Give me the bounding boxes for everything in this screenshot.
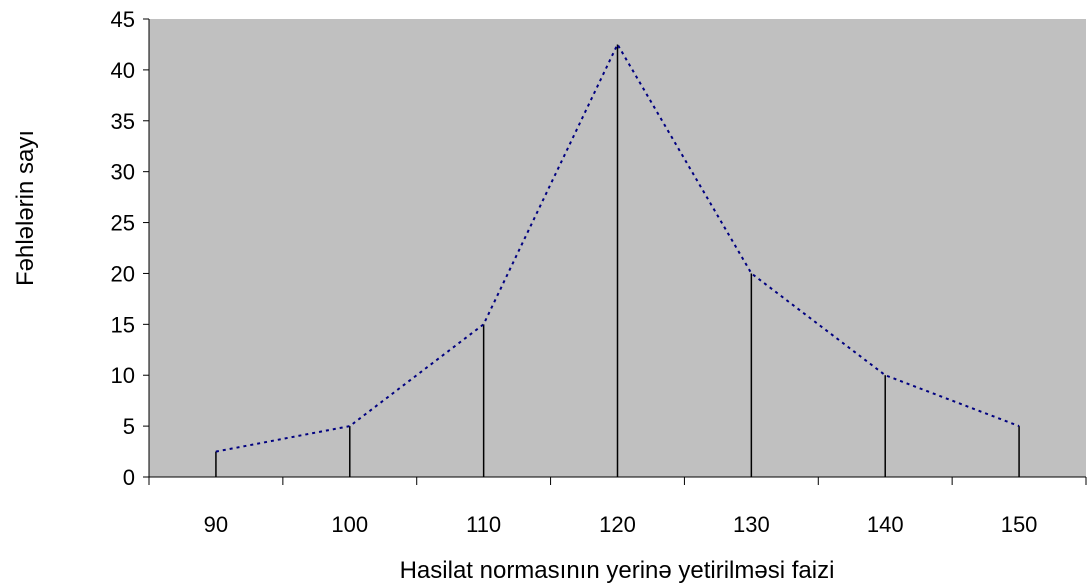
y-tick-label: 10 bbox=[111, 363, 135, 388]
y-tick-label: 20 bbox=[111, 261, 135, 286]
y-tick-label: 30 bbox=[111, 160, 135, 185]
x-tick-label: 100 bbox=[331, 512, 368, 537]
y-tick-label: 45 bbox=[111, 7, 135, 32]
y-tick-label: 0 bbox=[123, 465, 135, 490]
drop-lines bbox=[215, 44, 1020, 477]
x-tick-label: 150 bbox=[1001, 512, 1038, 537]
x-ticks: 90 100 110 120 130 140 150 bbox=[148, 477, 1087, 537]
axes bbox=[148, 19, 1086, 478]
y-tick-label: 25 bbox=[111, 211, 135, 236]
x-tick-label: 90 bbox=[204, 512, 228, 537]
y-tick-label: 15 bbox=[111, 312, 135, 337]
x-tick-label: 140 bbox=[867, 512, 904, 537]
y-tick-label: 35 bbox=[111, 109, 135, 134]
y-tick-label: 5 bbox=[123, 414, 135, 439]
y-axis-title: Fəhlələrin sayı bbox=[12, 130, 39, 286]
x-tick-label: 120 bbox=[599, 512, 636, 537]
x-tick-label: 130 bbox=[733, 512, 770, 537]
y-ticks: 0 5 10 15 20 25 30 35 40 45 bbox=[111, 7, 149, 490]
x-axis-title: Hasilat normasının yerinə yetirilməsi fa… bbox=[400, 557, 835, 584]
x-tick-label: 110 bbox=[466, 512, 501, 537]
y-tick-label: 40 bbox=[111, 58, 135, 83]
